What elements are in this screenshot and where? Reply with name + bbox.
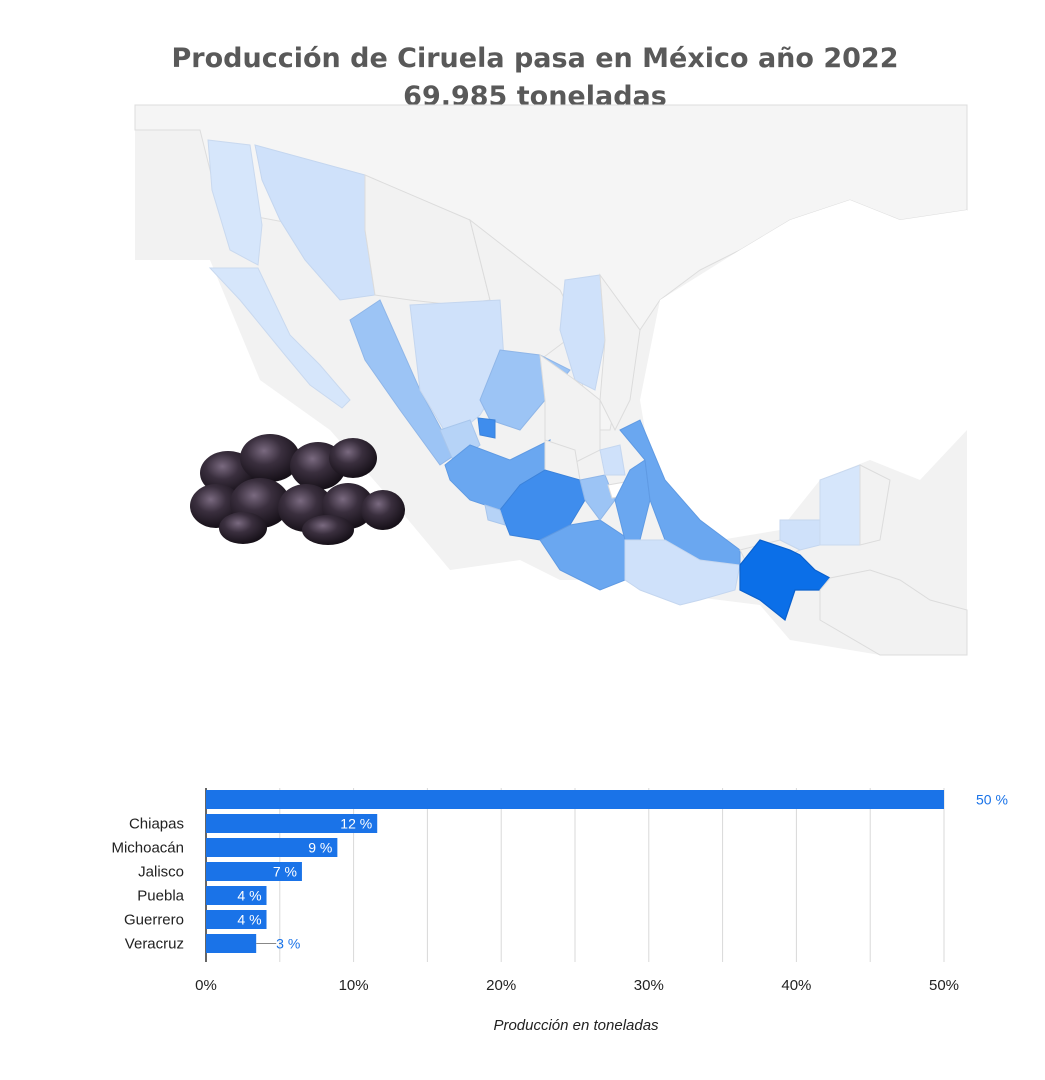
state-tamaulipas xyxy=(599,273,641,432)
gulf-of-mexico xyxy=(640,200,967,540)
title-line-1: Producción de Ciruela pasa en México año… xyxy=(171,43,899,74)
state-mexico xyxy=(579,474,616,521)
bar-chart: 0% 10% 20% 30% 40% 50% 50 % Chiapas 12 % Michoacá… xyxy=(0,770,1045,1050)
state-durango xyxy=(409,299,506,441)
bar xyxy=(206,838,338,857)
bar-chart-svg: 0% 10% 20% 30% 40% 50% 50 % Chiapas 12 % Michoacá… xyxy=(111,788,1008,1034)
x-tick-label: 0% xyxy=(195,977,217,994)
state-nayarit xyxy=(439,419,481,466)
labels: 0% 10% 20% 30% 40% 50% 50 % Chiapas 12 % Michoacá… xyxy=(111,792,1007,995)
bar xyxy=(206,934,257,953)
category-label: Veracruz xyxy=(125,936,184,953)
x-tick-label: 20% xyxy=(486,977,516,994)
data-label: 12 % xyxy=(340,816,372,832)
state-baja-california-sur xyxy=(208,267,351,409)
data-label: 9 % xyxy=(308,840,332,856)
chart-title: Producción de Ciruela pasa en México año… xyxy=(0,40,1045,116)
category-label: Puebla xyxy=(137,888,184,905)
bars xyxy=(206,790,944,953)
bar xyxy=(206,814,378,833)
bar xyxy=(206,790,944,809)
data-label: 7 % xyxy=(273,864,297,880)
data-label: 50 % xyxy=(976,792,1008,808)
state-san-luis-potosi xyxy=(539,353,601,466)
bar xyxy=(206,910,267,929)
state-colima xyxy=(484,504,506,526)
category-label: Jalisco xyxy=(138,864,184,881)
x-tick-label: 30% xyxy=(634,977,664,994)
mexico-choropleth-map xyxy=(0,100,1045,660)
x-tick-label: 10% xyxy=(339,977,369,994)
bar xyxy=(206,862,302,881)
dried-prunes-icon xyxy=(188,428,406,546)
state-oaxaca xyxy=(624,539,741,606)
central-america xyxy=(819,569,968,656)
state-campeche xyxy=(779,519,821,551)
x-axis-label: Producción en toneladas xyxy=(493,1017,659,1034)
state-hidalgo xyxy=(599,444,626,476)
state-aguascalientes xyxy=(477,417,496,439)
data-label: 4 % xyxy=(237,888,261,904)
bar xyxy=(206,886,267,905)
data-label: 4 % xyxy=(237,912,261,928)
state-baja-california xyxy=(207,139,263,266)
x-tick-label: 50% xyxy=(929,977,959,994)
category-label: Chiapas xyxy=(129,816,184,833)
category-label: Guerrero xyxy=(124,912,184,929)
x-tick-label: 40% xyxy=(781,977,811,994)
state-sinaloa xyxy=(349,299,456,466)
category-label: Michoacán xyxy=(111,840,184,857)
state-quintana-roo xyxy=(859,464,891,546)
pacific-ocean xyxy=(135,260,880,655)
data-label: 3 % xyxy=(276,936,300,952)
grid-lines xyxy=(205,788,945,962)
